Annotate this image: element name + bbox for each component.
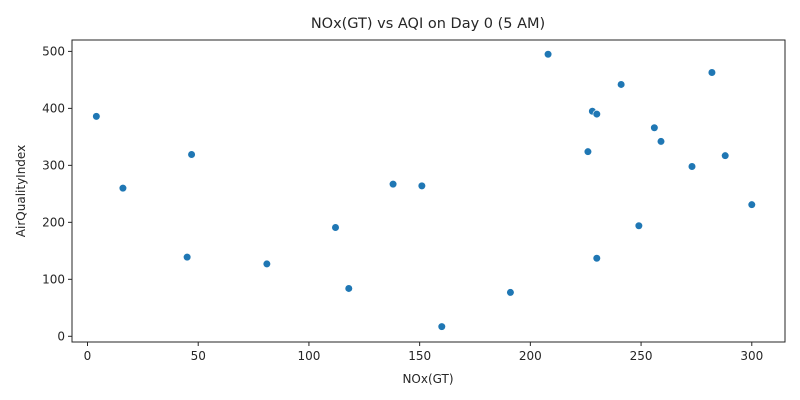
scatter-point [183,252,192,262]
x-tick-label: 50 [191,349,206,363]
scatter-point [417,181,426,190]
chart-title: NOx(GT) vs AQI on Day 0 (5 AM) [311,16,545,32]
y-tick-label: 300 [42,158,65,172]
scatter-point [543,50,553,59]
x-tick-label: 0 [84,349,92,363]
y-tick-label: 0 [57,329,65,343]
x-axis-label: NOx(GT) [402,372,453,386]
y-axis-label: AirQualityIndex [14,145,28,237]
scatter-point [747,200,756,209]
scatter-point [592,109,601,119]
y-tick-label: 200 [42,215,65,229]
scatter-point [187,150,196,159]
scatter-point [583,147,593,156]
points-layer [92,50,756,331]
y-axis-ticks: 0 100 200 300 400 500 [42,44,72,343]
x-tick-label: 250 [630,349,653,363]
x-tick-label: 100 [297,349,320,363]
scatter-point [331,223,340,232]
scatter-point [388,180,398,189]
scatter-point [118,184,128,193]
scatter-point [92,112,101,121]
x-axis-ticks: 0 50 100 150 200 250 300 [84,342,763,363]
scatter-point [721,151,730,160]
scatter-point [634,221,643,230]
scatter-point [617,80,626,89]
plot-frame [71,39,786,343]
y-tick-label: 400 [42,101,65,115]
x-tick-label: 300 [740,349,763,363]
scatter-point [650,123,659,132]
scatter-point [656,137,666,146]
x-tick-label: 200 [519,349,542,363]
scatter-point [707,68,717,77]
y-tick-label: 500 [42,44,65,58]
scatter-point [687,162,697,171]
scatter-point [506,288,515,297]
y-tick-label: 100 [42,272,65,286]
x-tick-label: 150 [408,349,431,363]
scatter-point [344,284,353,293]
scatter-point [262,259,271,269]
scatter-point [437,322,446,331]
scatter-point [592,254,601,263]
